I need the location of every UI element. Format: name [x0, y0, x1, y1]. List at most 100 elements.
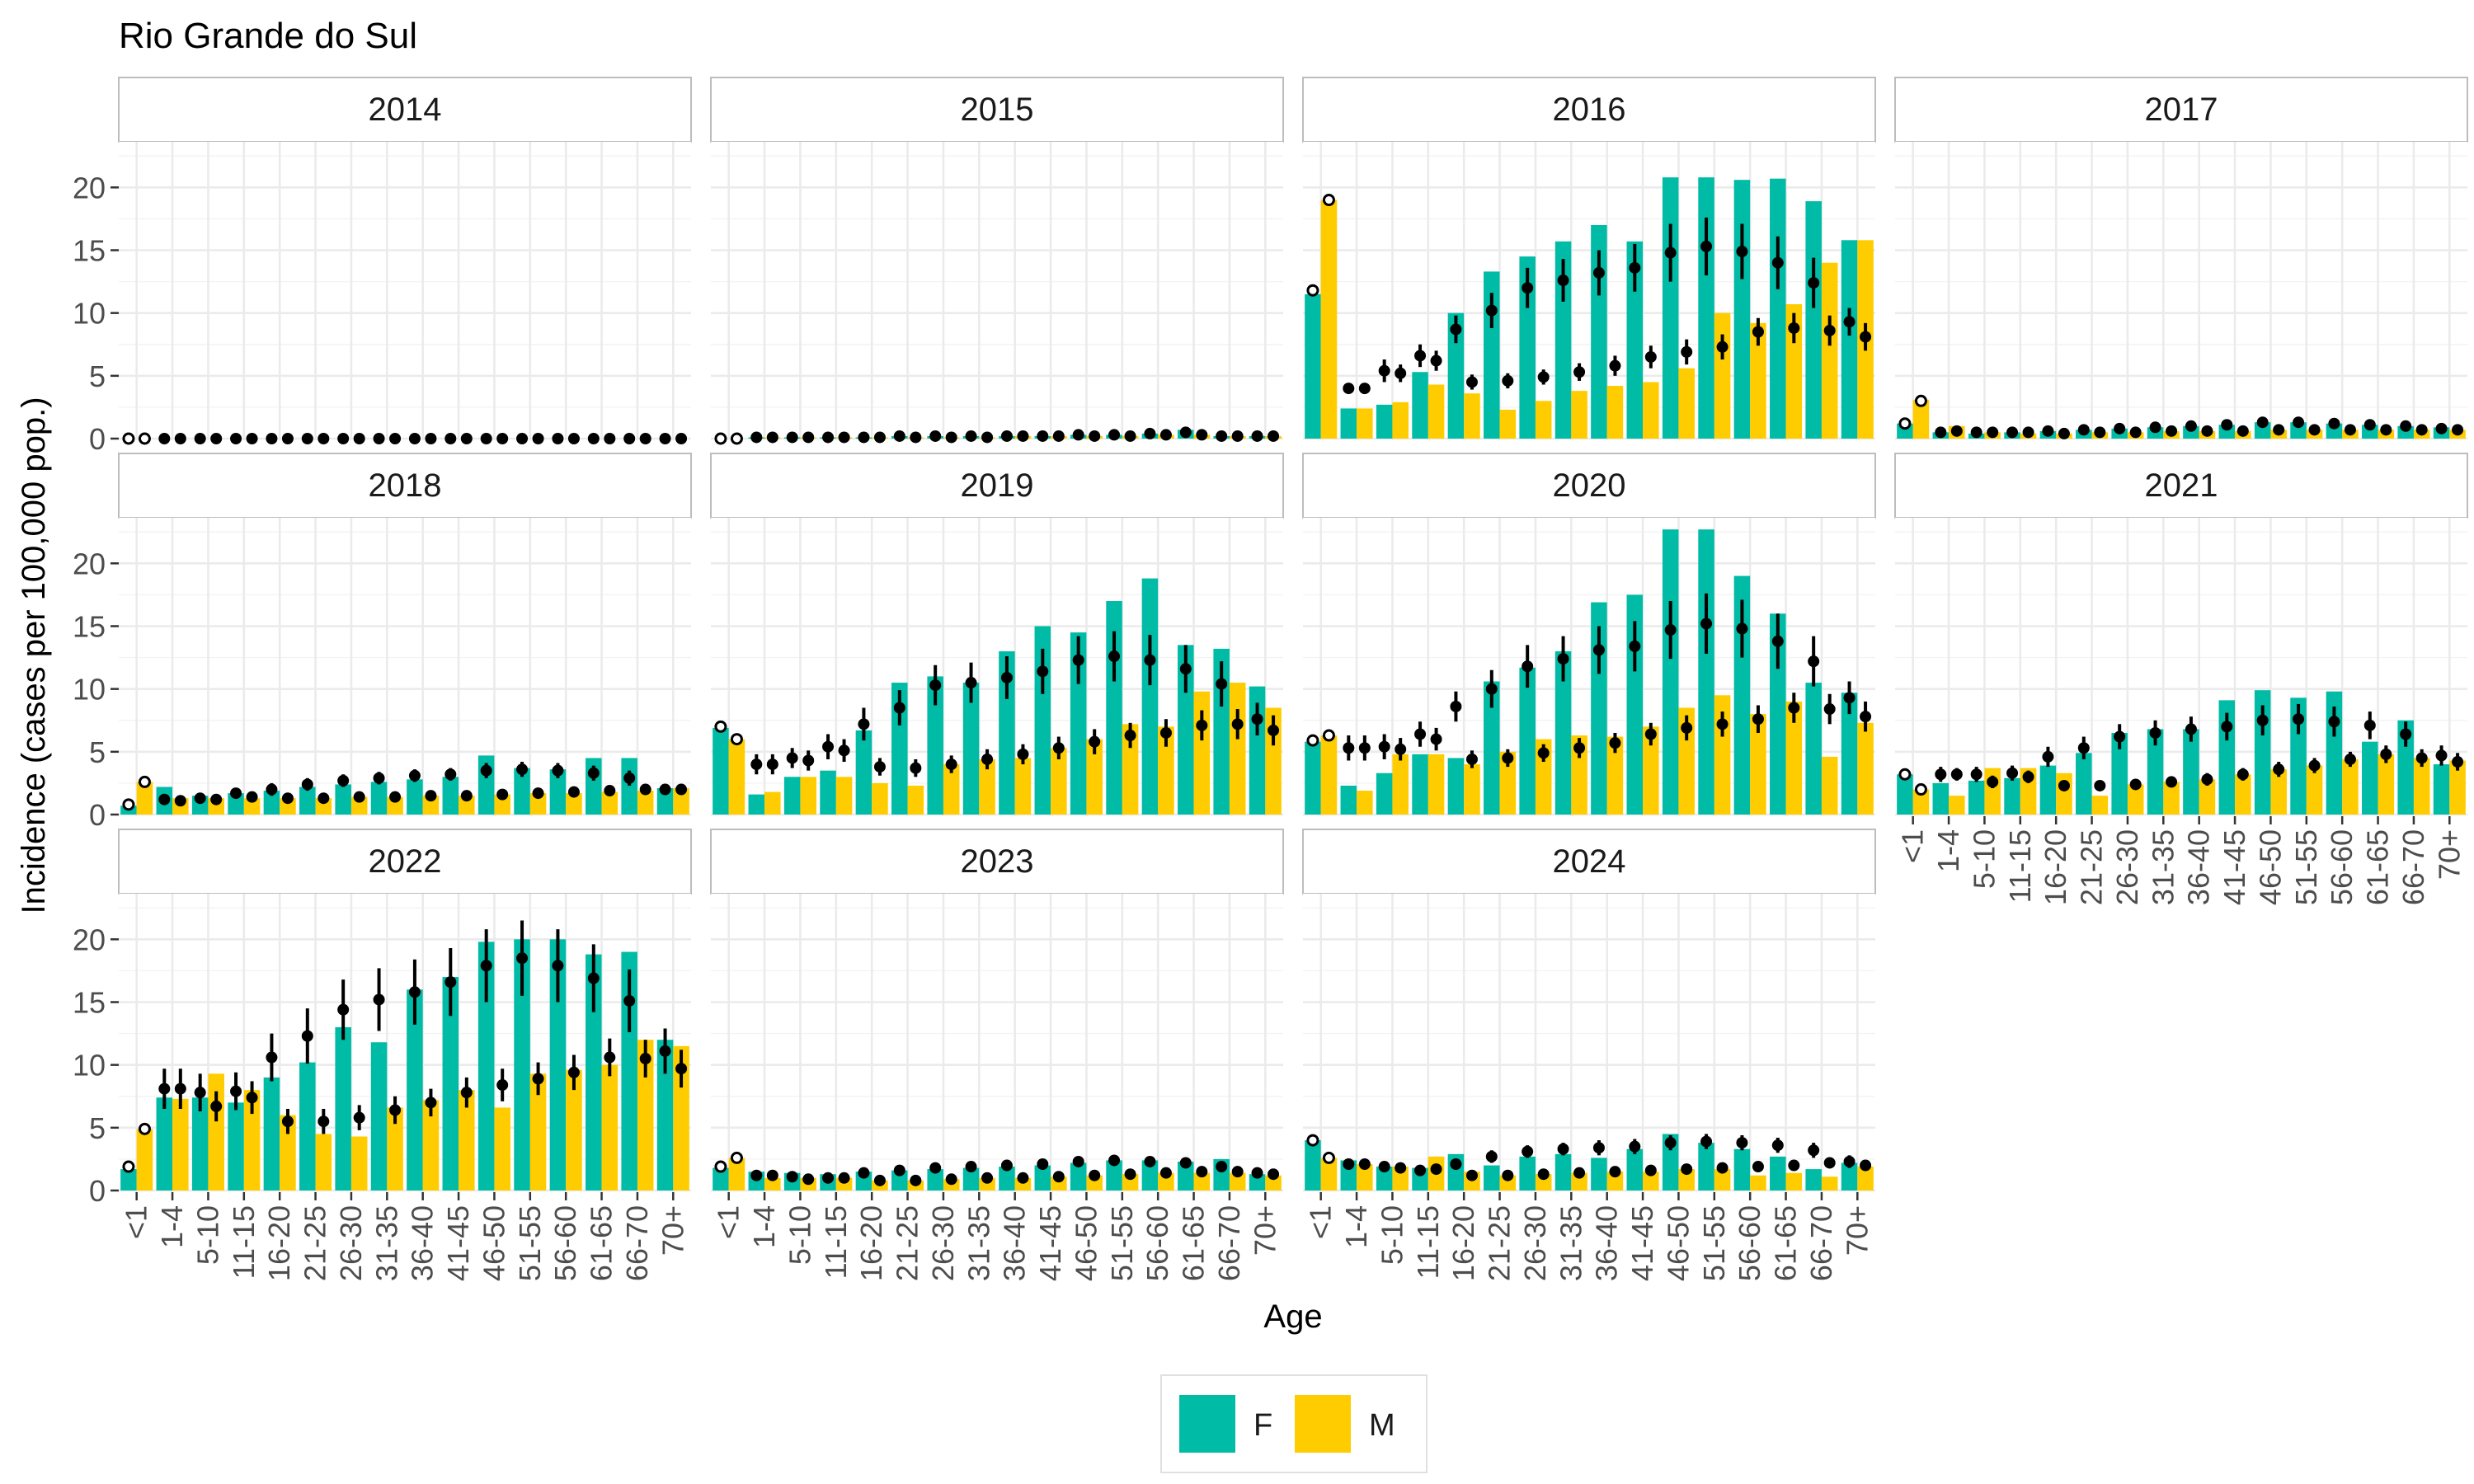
estimate-point-f-66-70	[1808, 1144, 1820, 1157]
bar-f-5-10	[1376, 1167, 1393, 1190]
estimate-point-m-46-50	[2273, 424, 2285, 436]
estimate-open-m-<1	[1322, 1151, 1335, 1164]
estimate-point-f-31-35	[1557, 653, 1569, 665]
bar-m-26-30	[2127, 784, 2144, 815]
estimate-point-f-16-20	[2042, 425, 2054, 437]
x-tick-label: 61-65	[2361, 829, 2395, 905]
estimate-open-f-<1	[714, 1160, 727, 1173]
estimate-point-m-11-15	[246, 791, 258, 803]
bar-m-66-70	[2413, 758, 2430, 815]
estimate-point-m-21-25	[2094, 426, 2106, 439]
bar-f-66-70	[1805, 1169, 1822, 1190]
bar-f-11-15	[2004, 777, 2020, 815]
estimate-point-m-51-55	[1716, 1162, 1729, 1174]
estimate-point-m-1-4	[1358, 1158, 1371, 1171]
x-tick-label: 51-55	[513, 1205, 547, 1281]
y-tick-label: 10	[73, 1049, 106, 1082]
estimate-point-m-56-60	[1159, 429, 1172, 441]
estimate-point-f-70+	[1843, 316, 1856, 328]
estimate-point-m-1-4	[766, 1169, 778, 1181]
estimate-point-f-70+	[1843, 1155, 1856, 1167]
bar-m-46-50	[1678, 1169, 1695, 1190]
x-tick-label: 26-30	[2110, 829, 2144, 905]
estimate-point-m-41-45	[1644, 728, 1657, 740]
bar-f-<1	[1305, 294, 1321, 439]
estimate-point-f-46-50	[1664, 624, 1677, 636]
estimate-point-f-26-30	[1522, 660, 1534, 673]
estimate-point-f-16-20	[1450, 1158, 1462, 1171]
bar-m-31-35	[1571, 391, 1587, 439]
bar-f-46-50	[477, 942, 495, 1190]
x-tick-label: 61-65	[1769, 1205, 1803, 1281]
estimate-point-f-31-35	[2149, 421, 2161, 434]
estimate-point-f-5-10	[1378, 364, 1390, 377]
bar-f-41-45	[442, 977, 459, 1190]
bar-m-<1	[1320, 200, 1338, 439]
estimate-point-f-1-4	[158, 1082, 171, 1095]
bar-m-70+	[1265, 1175, 1282, 1190]
estimate-point-m-26-30	[1537, 1168, 1550, 1181]
estimate-point-m-5-10	[1987, 776, 1999, 788]
estimate-point-m-41-45	[1644, 1164, 1657, 1176]
estimate-open-m-<1	[1322, 194, 1335, 207]
x-tick-label: 70+	[656, 1205, 689, 1256]
estimate-point-f-66-70	[623, 772, 636, 784]
estimate-point-m-56-60	[2344, 753, 2356, 765]
facet-panel-2016: 2016	[1302, 77, 1876, 440]
y-tick-label: 15	[73, 609, 106, 643]
estimate-point-f-41-45	[444, 433, 457, 444]
estimate-point-m-51-55	[532, 787, 544, 800]
estimate-point-m-5-10	[210, 793, 223, 805]
x-tick-label: 21-25	[2075, 829, 2109, 905]
x-tick-label: 66-70	[1804, 1205, 1838, 1281]
estimate-point-m-11-15	[838, 744, 850, 757]
estimate-point-f-41-45	[2221, 721, 2233, 733]
bar-f-51-55	[1106, 1160, 1122, 1190]
estimate-point-m-1-4	[174, 795, 186, 807]
estimate-open-f-<1	[1306, 1134, 1319, 1147]
bar-m-1-4	[1357, 791, 1373, 815]
estimate-point-f-36-40	[408, 769, 421, 782]
estimate-point-f-31-35	[373, 772, 385, 784]
bar-m-16-20	[1464, 764, 1480, 815]
estimate-point-f-70+	[1843, 692, 1856, 704]
bar-m-11-15	[835, 777, 853, 815]
estimate-point-f-36-40	[1000, 671, 1013, 683]
facet-panel-2018: 2018 0 5 10 15 20	[73, 453, 692, 832]
estimate-point-m-26-30	[1537, 371, 1550, 383]
estimate-point-m-46-50	[1681, 721, 1693, 734]
estimate-point-m-11-15	[246, 1092, 258, 1104]
estimate-point-m-66-70	[1231, 430, 1244, 442]
estimate-point-m-70+	[675, 433, 688, 444]
estimate-point-f-66-70	[623, 994, 636, 1007]
estimate-point-f-11-15	[822, 431, 835, 444]
estimate-point-f-16-20	[858, 431, 870, 444]
facet-strip-label: 2018	[369, 467, 442, 504]
x-tick-label: 1-4	[747, 1205, 781, 1248]
estimate-point-m-1-4	[1358, 742, 1371, 754]
bar-m-66-70	[1821, 262, 1838, 439]
estimate-point-f-5-10	[194, 792, 206, 805]
bar-m-5-10	[208, 1073, 224, 1190]
estimate-point-m-56-60	[1159, 726, 1172, 739]
bar-f-61-65	[2362, 741, 2378, 815]
estimate-point-m-16-20	[281, 792, 294, 805]
estimate-point-m-26-30	[353, 433, 365, 444]
estimate-point-m-66-70	[1823, 324, 1836, 336]
facet-strip	[710, 829, 1284, 895]
bar-f-36-40	[407, 779, 423, 815]
estimate-point-m-51-55	[1716, 340, 1729, 353]
bar-m-70+	[673, 788, 689, 815]
estimate-point-f-61-65	[1771, 256, 1784, 269]
bar-f-61-65	[1178, 1161, 1194, 1190]
estimate-point-f-61-65	[1771, 1139, 1784, 1152]
facet-strip-label: 2023	[961, 843, 1034, 880]
y-tick-label: 5	[89, 1111, 106, 1145]
estimate-point-m-31-35	[389, 791, 402, 803]
x-tick-label: 61-65	[585, 1205, 618, 1281]
estimate-point-m-36-40	[1017, 748, 1029, 760]
bar-m-5-10	[1392, 402, 1409, 439]
bar-f-41-45	[1034, 1165, 1051, 1190]
estimate-open-f-<1	[122, 798, 135, 811]
bar-f-26-30	[335, 1026, 351, 1190]
